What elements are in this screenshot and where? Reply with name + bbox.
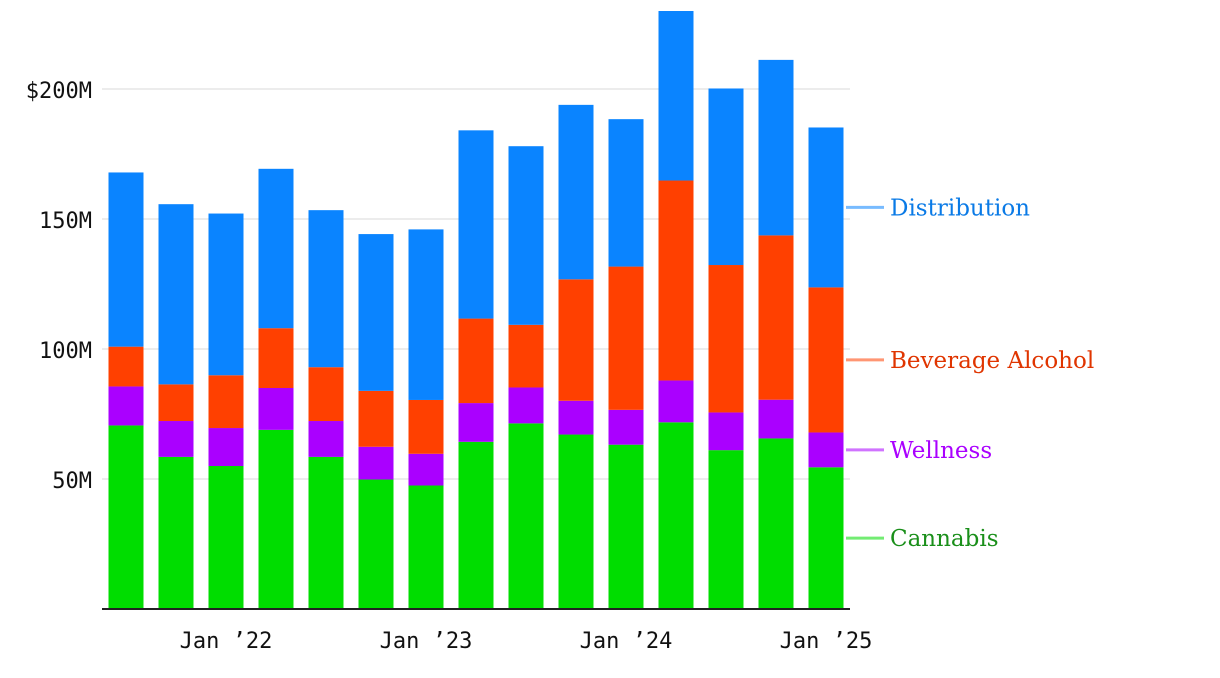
bar-segment-wellness <box>358 446 394 480</box>
bar-segment-cannabis <box>308 456 344 609</box>
bar-segment-distribution <box>758 59 794 236</box>
legend-label: Cannabis <box>890 526 999 552</box>
x-tick-label: Jan ’22 <box>180 629 273 654</box>
bar-segment-distribution <box>108 172 144 347</box>
legend-item-cannabis: Cannabis <box>846 526 999 552</box>
bar-segment-cannabis <box>708 450 744 609</box>
bar-segment-cannabis <box>558 434 594 609</box>
bar-segment-cannabis <box>758 438 794 609</box>
x-tick-label: Jan ’24 <box>580 629 673 654</box>
bar-segment-distribution <box>508 146 544 325</box>
bar-stack-7 <box>408 229 444 609</box>
legend-label: Distribution <box>890 195 1030 221</box>
bar-segment-wellness <box>408 453 444 486</box>
bar-segment-wellness <box>758 399 794 439</box>
bar-segment-beverage-alcohol <box>458 318 494 404</box>
legend-label: Beverage Alcohol <box>890 348 1094 374</box>
bar-stack-14 <box>758 59 794 609</box>
bar-segment-beverage-alcohol <box>358 390 394 447</box>
y-tick-label: 50M <box>52 469 92 494</box>
bar-segment-cannabis <box>408 485 444 609</box>
bar-segment-cannabis <box>108 425 144 609</box>
bar-segment-cannabis <box>608 444 644 609</box>
y-tick-label: $200M <box>26 79 92 104</box>
bar-segment-distribution <box>458 130 494 319</box>
bar-segment-wellness <box>508 387 544 424</box>
bar-segment-beverage-alcohol <box>208 375 244 429</box>
legend-label: Wellness <box>890 438 992 464</box>
bar-segment-cannabis <box>508 423 544 609</box>
bar-stack-12 <box>658 11 694 609</box>
bar-segment-wellness <box>458 403 494 442</box>
bar-segment-wellness <box>308 421 344 457</box>
x-axis-tick-labels: Jan ’22 Jan ’23 Jan ’24 Jan ’25 <box>180 629 873 654</box>
bar-segment-beverage-alcohol <box>258 328 294 388</box>
bar-segment-wellness <box>258 388 294 430</box>
bar-stack-3 <box>208 213 244 609</box>
bar-segment-cannabis <box>658 422 694 609</box>
bar-segment-distribution <box>808 127 844 288</box>
bar-segment-beverage-alcohol <box>808 287 844 433</box>
bar-segment-beverage-alcohol <box>108 346 144 387</box>
bar-segment-distribution <box>308 210 344 368</box>
bar-segment-cannabis <box>208 466 244 609</box>
bar-segment-cannabis <box>808 467 844 609</box>
y-axis-tick-labels: $200M 150M 100M 50M <box>26 79 92 494</box>
bar-segment-beverage-alcohol <box>608 266 644 410</box>
bar-segment-beverage-alcohol <box>158 384 194 422</box>
legend-item-wellness: Wellness <box>846 438 992 464</box>
bar-stack-11 <box>608 119 644 609</box>
legend-item-beverage-alcohol: Beverage Alcohol <box>846 348 1094 374</box>
bar-segment-distribution <box>608 119 644 267</box>
bar-segment-beverage-alcohol <box>658 180 694 381</box>
bar-segment-wellness <box>608 409 644 445</box>
y-tick-label: 150M <box>39 209 92 234</box>
bar-segment-wellness <box>558 400 594 435</box>
bar-stack-4 <box>258 168 294 609</box>
bar-stack-6 <box>358 234 394 609</box>
bar-segment-distribution <box>558 104 594 280</box>
x-tick-label: Jan ’23 <box>380 629 473 654</box>
bar-stack-1 <box>108 172 144 609</box>
bar-segment-beverage-alcohol <box>758 235 794 400</box>
bar-stack-5 <box>308 210 344 609</box>
bar-stack-13 <box>708 88 744 609</box>
bar-stack-2 <box>158 204 194 609</box>
bar-stack-10 <box>558 104 594 609</box>
bar-segment-distribution <box>258 168 294 329</box>
bar-segment-wellness <box>708 412 744 451</box>
bar-segment-distribution <box>658 11 694 181</box>
bar-segment-wellness <box>808 432 844 468</box>
bar-segment-distribution <box>358 234 394 391</box>
bar-segment-wellness <box>158 421 194 457</box>
legend: Cannabis Wellness Beverage Alcohol Distribu… <box>846 195 1094 552</box>
bar-stack-8 <box>458 130 494 609</box>
bar-segment-distribution <box>158 204 194 385</box>
bar-segment-cannabis <box>258 429 294 609</box>
bar-segment-beverage-alcohol <box>308 367 344 422</box>
bar-segment-cannabis <box>358 479 394 609</box>
bar-segment-cannabis <box>158 456 194 609</box>
y-tick-label: 100M <box>39 339 92 364</box>
bar-segment-distribution <box>708 88 744 266</box>
bar-segment-beverage-alcohol <box>508 324 544 388</box>
bar-stack-15 <box>808 127 844 609</box>
bar-segment-wellness <box>658 380 694 423</box>
x-tick-label: Jan ’25 <box>780 629 873 654</box>
bar-segment-distribution <box>408 229 444 400</box>
bar-stack-9 <box>508 146 544 609</box>
bar-segment-beverage-alcohol <box>708 265 744 413</box>
bar-segment-wellness <box>108 386 144 426</box>
bar-segment-distribution <box>208 213 244 376</box>
bar-stacks <box>108 11 844 609</box>
bar-segment-beverage-alcohol <box>558 279 594 401</box>
bar-segment-beverage-alcohol <box>408 399 444 454</box>
legend-item-distribution: Distribution <box>846 195 1030 221</box>
bar-segment-cannabis <box>458 441 494 609</box>
bar-segment-wellness <box>208 428 244 466</box>
